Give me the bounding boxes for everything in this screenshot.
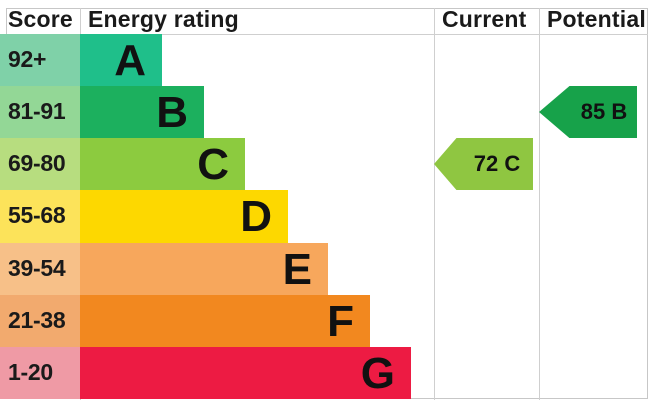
svg-text:72 C: 72 C [474,151,521,176]
svg-text:85 B: 85 B [581,99,627,124]
